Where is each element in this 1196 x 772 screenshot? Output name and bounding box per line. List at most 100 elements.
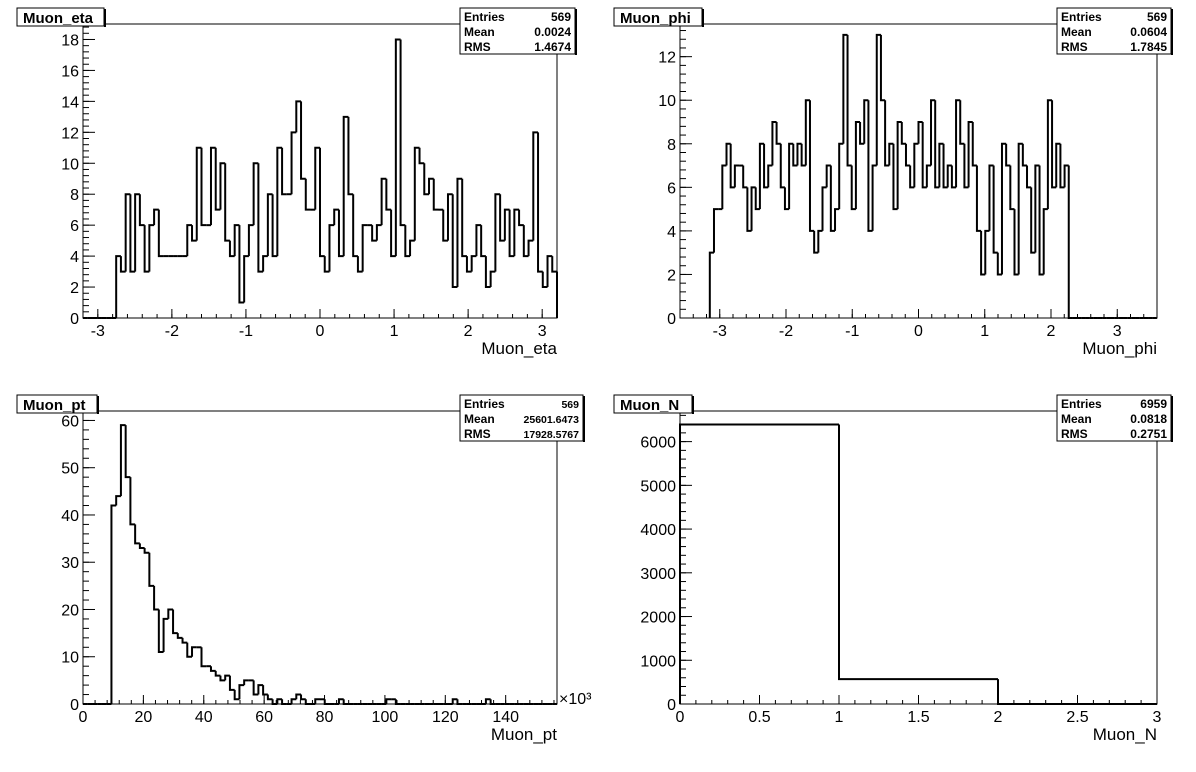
histogram-bar xyxy=(233,224,240,257)
stat-value: 1.7845 xyxy=(1130,40,1167,54)
histogram-bar xyxy=(746,187,752,232)
histogram-bar xyxy=(838,424,998,681)
histogram-bar xyxy=(323,256,330,273)
histogram-title: Muon_pt xyxy=(16,394,99,414)
histogram-bar xyxy=(1067,165,1073,319)
y-tick-label: 14 xyxy=(61,94,79,111)
histogram-bar xyxy=(494,193,501,272)
histogram-bar xyxy=(134,524,140,545)
histogram-bar xyxy=(119,256,126,273)
x-axis-title: Muon_pt xyxy=(491,725,557,744)
histogram-bar xyxy=(138,194,145,227)
histogram-bar xyxy=(233,689,240,701)
histogram-bar xyxy=(480,225,486,258)
x-tick-label: 80 xyxy=(316,709,334,726)
histogram-bar xyxy=(708,251,714,318)
histogram-bar xyxy=(779,143,785,189)
histogram-bar xyxy=(942,143,948,189)
histogram-bar xyxy=(262,685,268,696)
y-tick-label: 40 xyxy=(61,508,79,525)
title-text: Muon_eta xyxy=(23,10,94,27)
histogram-bar xyxy=(863,99,869,144)
y-tick-label: 6 xyxy=(70,218,79,235)
histogram-bar xyxy=(153,585,159,611)
y-tick-label: 4 xyxy=(70,249,79,266)
histogram-bar xyxy=(842,33,848,144)
histogram-bar xyxy=(470,255,477,272)
histogram-bar xyxy=(1055,142,1061,188)
histogram-bar xyxy=(323,699,330,705)
y-tick-label: 20 xyxy=(61,602,79,619)
histogram-bar xyxy=(783,187,790,211)
histogram-bar xyxy=(925,164,932,188)
histogram-bar xyxy=(247,224,254,257)
stat-value: 569 xyxy=(551,10,571,24)
histogram-bar xyxy=(413,146,420,241)
histogram-bar xyxy=(304,699,311,705)
y-tick-label: 4000 xyxy=(640,522,676,539)
histogram-bar xyxy=(385,698,392,704)
histogram-bar xyxy=(971,122,977,167)
histogram-bar xyxy=(214,147,221,211)
stat-value: 569 xyxy=(1147,10,1167,24)
histogram-bar xyxy=(200,647,207,668)
histogram-bar xyxy=(763,143,769,189)
histogram-bar xyxy=(124,193,131,272)
histogram-bar xyxy=(946,164,952,188)
histogram-bar xyxy=(825,164,831,188)
histogram-bar xyxy=(930,99,936,166)
histogram-bar xyxy=(115,255,121,318)
histogram-bar xyxy=(967,121,973,188)
histogram-bar xyxy=(1059,143,1065,189)
x-tick-label: 1 xyxy=(980,323,989,340)
stat-label: RMS xyxy=(1061,40,1088,54)
histogram-bar xyxy=(938,142,944,188)
y-tick-label: 1000 xyxy=(640,653,676,670)
histogram-bar xyxy=(157,609,164,654)
histogram-bar xyxy=(904,143,911,167)
y-tick-label: 8 xyxy=(667,137,676,154)
histogram-bar xyxy=(1063,164,1069,188)
stats-box: Entries 569 Mean 0.0604 RMS 1.7845 xyxy=(1056,7,1173,55)
histogram-bar xyxy=(418,147,425,165)
histogram-bar xyxy=(328,224,335,272)
stat-label: Mean xyxy=(464,25,495,39)
histogram-bar xyxy=(314,698,320,704)
histogram-bar xyxy=(428,177,434,195)
histogram-bar xyxy=(228,240,235,258)
histogram-bar xyxy=(499,194,505,242)
histogram-bar xyxy=(380,177,387,226)
histogram-bar xyxy=(917,121,923,144)
histogram-bar xyxy=(1009,165,1015,211)
histogram-bar xyxy=(143,225,150,273)
histogram-bar xyxy=(209,146,216,226)
histogram-bar xyxy=(337,209,344,258)
histogram-bar xyxy=(295,100,302,133)
stat-label: Entries xyxy=(1061,397,1102,411)
y-axis: 0 2 4 6 8 10 12 14 16 18 xyxy=(61,26,95,328)
y-tick-label: 6000 xyxy=(640,435,676,452)
histogram-bar xyxy=(522,225,529,258)
histogram-bars xyxy=(679,423,1157,705)
y-tick-label: 8 xyxy=(70,187,79,204)
histogram-bar xyxy=(984,229,990,275)
histogram-bar xyxy=(980,230,986,276)
histogram-bar xyxy=(875,33,881,166)
x-tick-label: -1 xyxy=(239,323,253,340)
histogram-bar xyxy=(153,208,159,226)
stat-label: Mean xyxy=(1061,412,1092,426)
histogram-bar xyxy=(148,552,155,587)
x-tick-label: 2 xyxy=(464,323,473,340)
histogram-bar xyxy=(300,694,306,701)
title-text: Muon_phi xyxy=(620,10,691,27)
y-tick-label: 18 xyxy=(61,32,79,49)
x-tick-label: -1 xyxy=(845,323,859,340)
histogram-bar xyxy=(224,163,230,242)
stat-value: 0.2751 xyxy=(1130,427,1167,441)
histogram-bar xyxy=(115,495,121,506)
histogram-pad-muon_n: 0 0.5 1 1.5 2 2.5 3Muon_N010002000300040005000… xyxy=(613,394,1173,744)
histogram-bar xyxy=(1013,209,1019,276)
x-tick-label: 140 xyxy=(492,709,519,726)
title-text: Muon_pt xyxy=(23,397,85,414)
x-tick-label: 1.5 xyxy=(907,709,929,726)
